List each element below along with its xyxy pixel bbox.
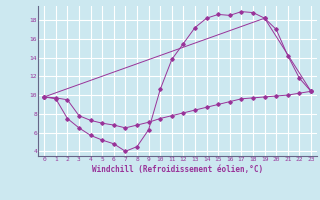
X-axis label: Windchill (Refroidissement éolien,°C): Windchill (Refroidissement éolien,°C) (92, 165, 263, 174)
